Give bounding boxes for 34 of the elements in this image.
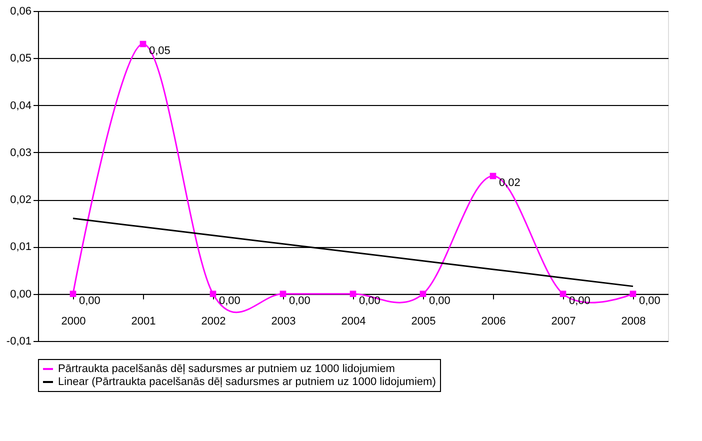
data-label: 0,00: [289, 294, 310, 307]
data-label: 0,00: [359, 294, 380, 307]
y-tick-label: 0,06: [10, 6, 32, 18]
x-tick-label: 2003: [271, 315, 296, 328]
legend-label: Pārtraukta pacelšanās dēļ sadursmes ar putniem uz 1000 lidojumiem: [58, 363, 395, 375]
x-tick-label: 2004: [341, 315, 366, 328]
legend-label: Linear (Pārtraukta pacelšanās dēļ sadursmes ar putniem uz 1000 lidojumiem): [58, 376, 436, 388]
x-tick-label: 2002: [201, 315, 226, 328]
point: [490, 172, 496, 180]
y-tick-label: 0,01: [10, 241, 32, 254]
data-label: 0,00: [639, 294, 660, 307]
x-tick-label: 2008: [621, 315, 646, 328]
point: [70, 290, 76, 298]
y-tick-label: -0,01: [6, 336, 32, 348]
data-label: 0,00: [429, 294, 450, 307]
point: [210, 290, 216, 298]
x-tick-label: 2006: [481, 315, 506, 328]
x-tick-label: 2007: [551, 315, 576, 328]
point: [560, 290, 566, 298]
x-tick-label: 2001: [131, 315, 156, 328]
y-tick-label: 0,03: [10, 146, 32, 159]
point: [420, 290, 426, 298]
x-tick-label: 2000: [61, 315, 86, 328]
point: [140, 40, 146, 48]
y-tick-label: 0,00: [10, 288, 32, 300]
data-label: 0,00: [79, 294, 100, 307]
point: [630, 290, 636, 298]
point: [350, 290, 356, 298]
x-tick-label: 2005: [411, 315, 436, 328]
data-label: 0,00: [219, 294, 240, 307]
y-tick-label: 0,02: [10, 194, 32, 206]
y-tick-label: 0,04: [10, 100, 32, 112]
y-tick-label: 0,05: [10, 52, 32, 65]
point: [280, 290, 286, 298]
